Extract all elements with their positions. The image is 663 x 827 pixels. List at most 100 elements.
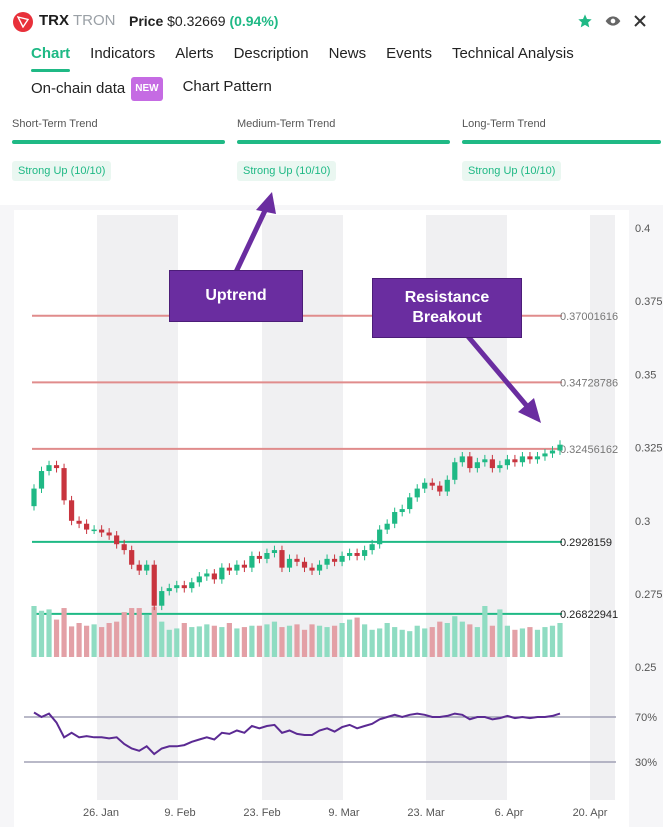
star-icon[interactable]	[577, 13, 593, 34]
volume-bar	[414, 625, 420, 657]
resistance-level-label: 0.34728786	[560, 377, 618, 389]
candle	[549, 450, 556, 454]
candle	[181, 585, 187, 589]
volume-bar	[151, 606, 157, 657]
candle	[84, 523, 90, 530]
candle	[99, 529, 105, 533]
coin-name: TRON	[73, 12, 116, 29]
candle	[542, 453, 548, 457]
support-level-label: 0.26822941	[560, 609, 618, 621]
volume-bar	[339, 623, 345, 657]
volume-bar	[144, 614, 150, 657]
volume-bar	[68, 626, 75, 657]
candle	[249, 555, 255, 568]
eye-icon[interactable]	[605, 13, 621, 34]
candle	[91, 529, 97, 532]
long-term-trend: Long-Term Trend Strong Up (10/10)	[462, 118, 661, 181]
candle	[241, 564, 247, 568]
volume-bar	[121, 612, 127, 657]
volume-bar	[429, 627, 435, 657]
candle	[301, 561, 308, 568]
secondary-tabs: On-chain data NEW Chart Pattern	[21, 77, 282, 105]
candle	[136, 564, 142, 571]
trend-title: Medium-Term Trend	[237, 118, 336, 130]
candle	[271, 550, 278, 554]
candle	[121, 544, 127, 551]
tab-technical-analysis[interactable]: Technical Analysis	[451, 45, 574, 62]
candle	[61, 468, 67, 501]
candle	[309, 567, 315, 571]
candle	[189, 582, 195, 589]
volume-bar	[497, 609, 503, 657]
tab-indicators[interactable]: Indicators	[90, 45, 156, 62]
candle	[324, 558, 330, 565]
candle	[294, 558, 300, 562]
candle	[219, 567, 225, 580]
volume-bar	[294, 624, 300, 657]
candle	[429, 482, 435, 486]
candle	[159, 591, 165, 606]
volume-bar	[241, 627, 247, 657]
tab-description[interactable]: Description	[233, 45, 309, 62]
candle	[399, 509, 405, 513]
tab-onchain-label: On-chain data	[31, 80, 126, 97]
volume-bar	[301, 629, 308, 657]
candle	[256, 555, 263, 559]
candle	[534, 456, 541, 460]
volume-bar	[249, 625, 255, 657]
candle	[53, 465, 60, 469]
volume-bar	[271, 621, 278, 657]
candle	[392, 512, 398, 524]
volume-bar	[279, 627, 285, 657]
candle	[129, 550, 135, 565]
candle	[369, 544, 375, 551]
candle	[68, 500, 75, 521]
candle	[279, 550, 285, 568]
candle	[31, 488, 37, 507]
volume-bar	[196, 626, 202, 657]
volume-bar	[331, 625, 338, 657]
volume-bar	[384, 623, 390, 657]
volume-bar	[106, 623, 112, 657]
coin-symbol: TRX TRON	[39, 12, 116, 29]
price-value: $0.32669	[167, 13, 226, 29]
volume-bar	[211, 625, 217, 657]
volume-bar	[377, 628, 383, 657]
volume-bar	[309, 624, 315, 657]
candle	[46, 465, 52, 472]
volume-bar	[392, 627, 398, 657]
volume-bar	[174, 628, 180, 657]
close-icon[interactable]	[633, 14, 647, 33]
tab-onchain-data[interactable]: On-chain data NEW	[21, 77, 173, 105]
candle	[512, 459, 518, 463]
header: TRX TRON Price $0.32669 (0.94%) Chart Ind…	[0, 0, 663, 205]
resistance-callout-text: Resistance Breakout	[404, 289, 490, 326]
x-tick-label: 9. Mar	[328, 807, 360, 819]
tab-events[interactable]: Events	[386, 45, 432, 62]
candle	[474, 462, 480, 469]
tab-news[interactable]: News	[328, 45, 367, 62]
volume-bar	[61, 608, 67, 657]
x-tick-label: 23. Feb	[243, 807, 280, 819]
candle	[331, 558, 338, 562]
tab-alerts[interactable]: Alerts	[175, 45, 214, 62]
volume-bar	[219, 627, 225, 657]
candle	[414, 488, 420, 498]
tab-chart[interactable]: Chart	[21, 44, 80, 72]
candle	[76, 520, 82, 524]
trend-title: Short-Term Trend	[12, 118, 98, 130]
tron-logo-icon	[13, 12, 33, 32]
rsi-level-label: 70%	[635, 712, 657, 724]
uptrend-arrow-shaft	[233, 198, 273, 274]
volume-bar	[256, 625, 263, 657]
volume-bar	[504, 625, 510, 657]
volume-bar	[136, 608, 142, 657]
candle	[444, 479, 450, 492]
volume-bar	[474, 627, 480, 657]
volume-bar	[369, 629, 375, 657]
x-tick-label: 6. Apr	[495, 807, 524, 819]
tab-chart-pattern[interactable]: Chart Pattern	[182, 78, 272, 95]
trend-bar	[462, 140, 661, 144]
candle	[204, 573, 210, 577]
